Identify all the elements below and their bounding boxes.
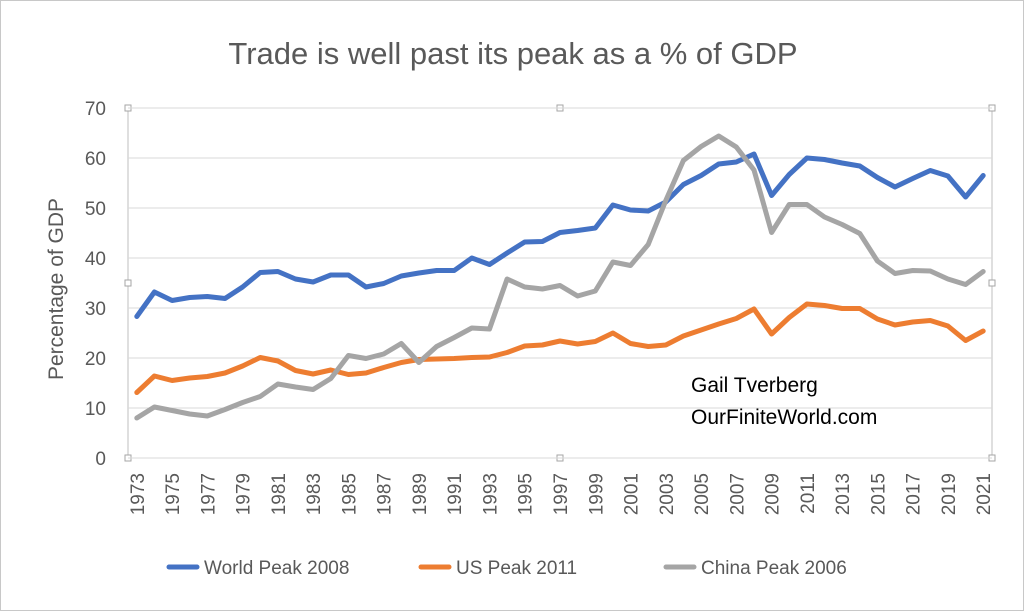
- series-line-1: [134, 151, 986, 319]
- x-tick-label: 1977: [198, 473, 219, 515]
- y-tick-label: 0: [95, 449, 106, 470]
- chart-title: Trade is well past its peak as a % of GD…: [228, 36, 797, 71]
- x-tick-label: 1989: [410, 473, 431, 515]
- x-tick-label: 2019: [939, 473, 960, 515]
- x-tick-label: 2001: [622, 473, 643, 515]
- x-tick-label: 1983: [304, 473, 325, 515]
- annotation-author: Gail Tverberg: [691, 374, 818, 397]
- selection-handle[interactable]: [988, 279, 996, 287]
- y-axis-ticks: 0 10 20 30 40 50 60 70: [85, 99, 106, 470]
- x-tick-label: 1993: [480, 473, 501, 515]
- x-tick-label: 2007: [727, 473, 748, 515]
- y-tick-label: 30: [85, 299, 106, 320]
- legend-label: China Peak 2006: [701, 558, 847, 579]
- x-tick-label: 2015: [868, 473, 889, 515]
- x-tick-label: 2021: [974, 473, 995, 515]
- x-tick-label: 1981: [269, 473, 290, 515]
- x-tick-label: 2005: [692, 473, 713, 515]
- x-tick-label: 1991: [445, 473, 466, 515]
- x-tick-label: 1979: [234, 473, 255, 515]
- x-tick-label: 2011: [798, 473, 819, 514]
- x-tick-label: 2009: [763, 473, 784, 515]
- x-tick-label: 1975: [163, 473, 184, 515]
- y-axis-label: Percentage of GDP: [45, 198, 68, 380]
- x-tick-label: 2013: [833, 473, 854, 515]
- y-tick-label: 60: [85, 149, 106, 170]
- legend-label: World Peak 2008: [204, 558, 349, 579]
- legend-label: US Peak 2011: [456, 558, 577, 579]
- legend: World Peak 2008 US Peak 2011 China Peak 20…: [166, 558, 847, 579]
- x-tick-label: 1999: [586, 473, 607, 515]
- x-tick-label: 1997: [551, 473, 572, 515]
- series-lines: [134, 133, 986, 421]
- series-line-3: [134, 133, 986, 421]
- x-tick-label: 2003: [657, 473, 678, 515]
- x-axis-ticks: 1973 1975 1977 1979 1981 1983 1985 1987 1989 1991…: [128, 473, 995, 515]
- y-tick-label: 50: [85, 199, 106, 220]
- x-tick-label: 1985: [339, 473, 360, 515]
- series-line-2: [134, 301, 986, 395]
- y-tick-label: 10: [85, 399, 106, 420]
- annotation-website: OurFiniteWorld.com: [691, 406, 877, 429]
- selection-handle[interactable]: [124, 279, 132, 287]
- y-tick-label: 40: [85, 249, 106, 270]
- x-tick-label: 2017: [904, 473, 925, 515]
- x-tick-label: 1987: [375, 473, 396, 515]
- x-tick-label: 1973: [128, 473, 149, 515]
- y-tick-label: 70: [85, 99, 106, 120]
- x-tick-label: 1995: [516, 473, 537, 515]
- y-tick-label: 20: [85, 349, 106, 370]
